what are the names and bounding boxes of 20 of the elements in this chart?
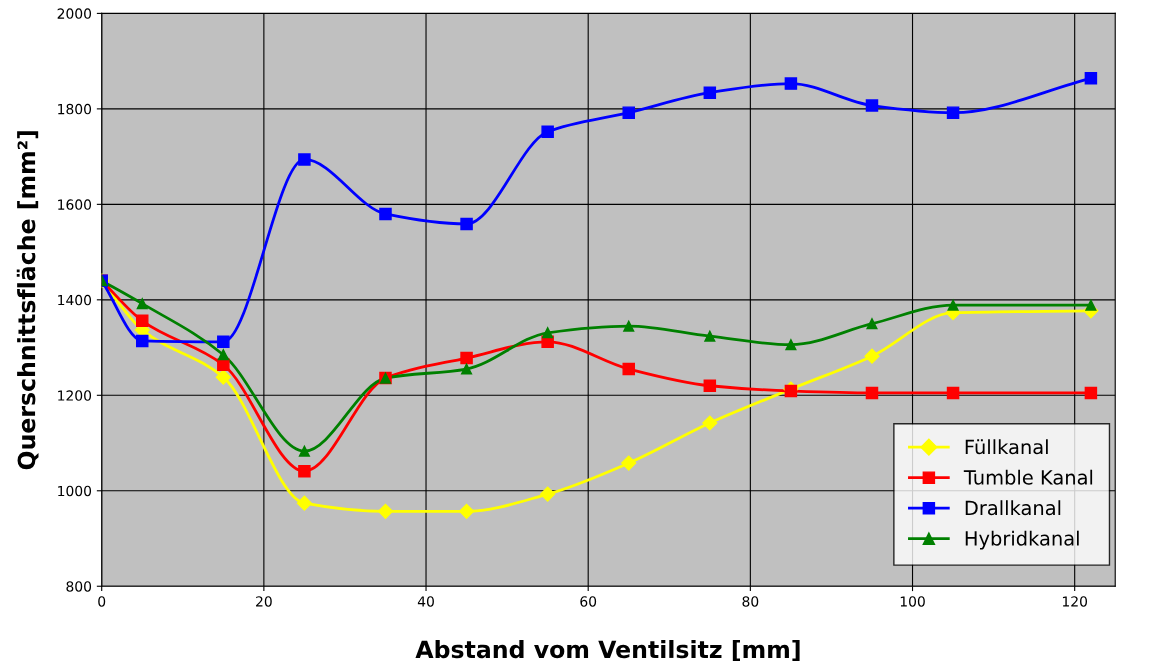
y-tick-label: 1600 <box>58 199 92 210</box>
x-tick-label: 20 <box>256 596 272 607</box>
legend-label: Drallkanal <box>965 500 1061 516</box>
y-tick-label: 800 <box>66 581 92 592</box>
legend-label: Füllkanal <box>965 439 1048 455</box>
y-axis-title: Querschnittsfläche [mm²] <box>16 131 39 470</box>
y-tick-label: 1400 <box>58 294 92 306</box>
x-tick-label: 80 <box>742 596 759 607</box>
y-tick-label: 2000 <box>57 8 92 19</box>
x-tick-label: 100 <box>900 596 925 607</box>
x-tick-label: 40 <box>417 596 434 607</box>
x-axis-title: Abstand vom Ventilsitz [mm] <box>415 639 800 662</box>
x-tick-label: 60 <box>580 596 597 607</box>
x-tick-label: 120 <box>1062 596 1088 607</box>
x-tick-label: 0 <box>98 596 106 607</box>
y-tick-label: 1200 <box>58 390 92 401</box>
legend-label: Tumble Kanal <box>963 469 1093 485</box>
y-tick-label: 1000 <box>58 485 92 497</box>
legend-label: Hybridkanal <box>965 530 1079 550</box>
y-tick-label: 1800 <box>58 103 92 115</box>
